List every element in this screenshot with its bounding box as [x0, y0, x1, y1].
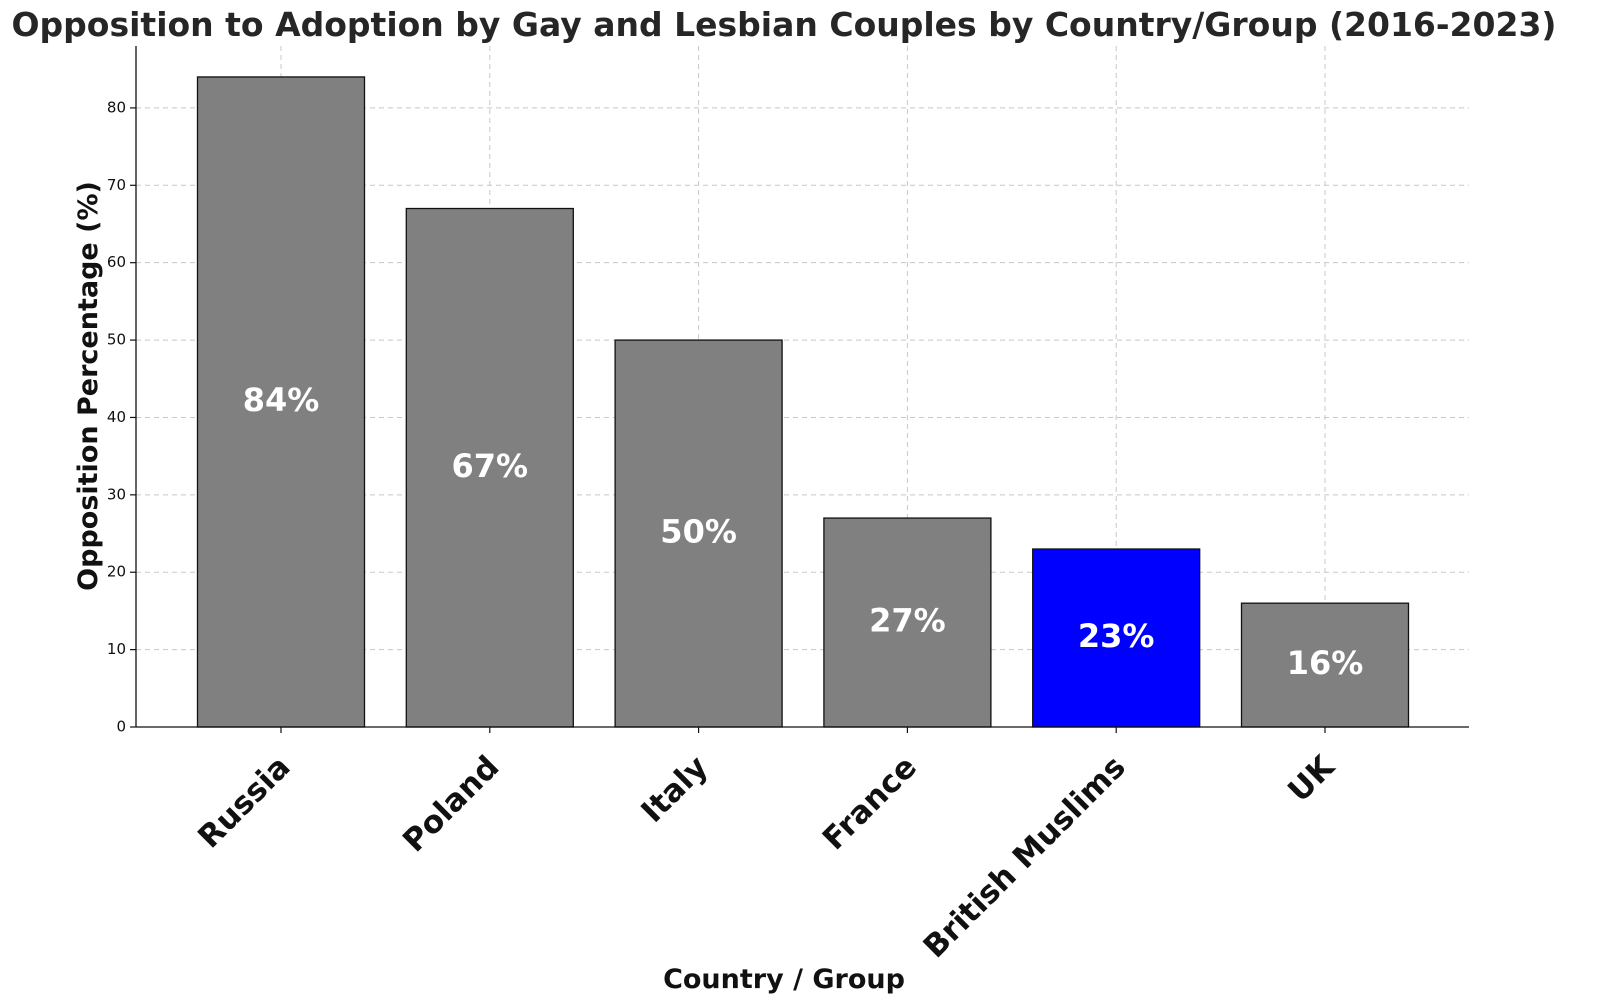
x-tick-label: British Muslims	[917, 749, 1133, 965]
chart-title: Opposition to Adoption by Gay and Lesbia…	[12, 5, 1557, 44]
x-tick-label: Russia	[191, 749, 297, 855]
bar	[614, 339, 783, 728]
axes	[135, 46, 1469, 728]
y-tick-label: 10	[107, 640, 126, 658]
bar-value-label: 84%	[243, 381, 320, 419]
bar-value-label: 50%	[660, 513, 737, 551]
y-axis-ticks: 0 10 20 30 40 50 60 70 80	[107, 98, 136, 736]
y-tick-label: 80	[107, 98, 126, 116]
bar-value-label: 67%	[452, 447, 529, 485]
y-tick-label: 30	[107, 485, 126, 503]
bar-value-label: 23%	[1078, 617, 1155, 655]
y-tick-label: 60	[107, 253, 126, 271]
bar	[1240, 602, 1410, 728]
bar	[405, 207, 574, 728]
x-tick-label: UK	[1281, 748, 1342, 809]
x-tick-label: France	[816, 749, 924, 857]
x-axis-label: Country / Group	[663, 964, 905, 995]
y-axis-label: Opposition Percentage (%)	[73, 181, 104, 591]
bars	[196, 76, 1410, 728]
bar	[196, 76, 366, 728]
bar-value-label: 27%	[869, 602, 946, 640]
y-tick-label: 50	[107, 331, 126, 349]
bar-value-label: 16%	[1287, 644, 1364, 682]
x-tick-label: Italy	[634, 749, 715, 830]
y-tick-label: 0	[116, 718, 126, 736]
y-tick-label: 70	[107, 176, 126, 194]
bar-value-labels: 84% 67% 50% 27% 23% 16%	[243, 381, 1364, 682]
y-tick-label: 20	[107, 563, 126, 581]
y-tick-label: 40	[107, 408, 126, 426]
x-tick-label: Poland	[396, 749, 506, 859]
